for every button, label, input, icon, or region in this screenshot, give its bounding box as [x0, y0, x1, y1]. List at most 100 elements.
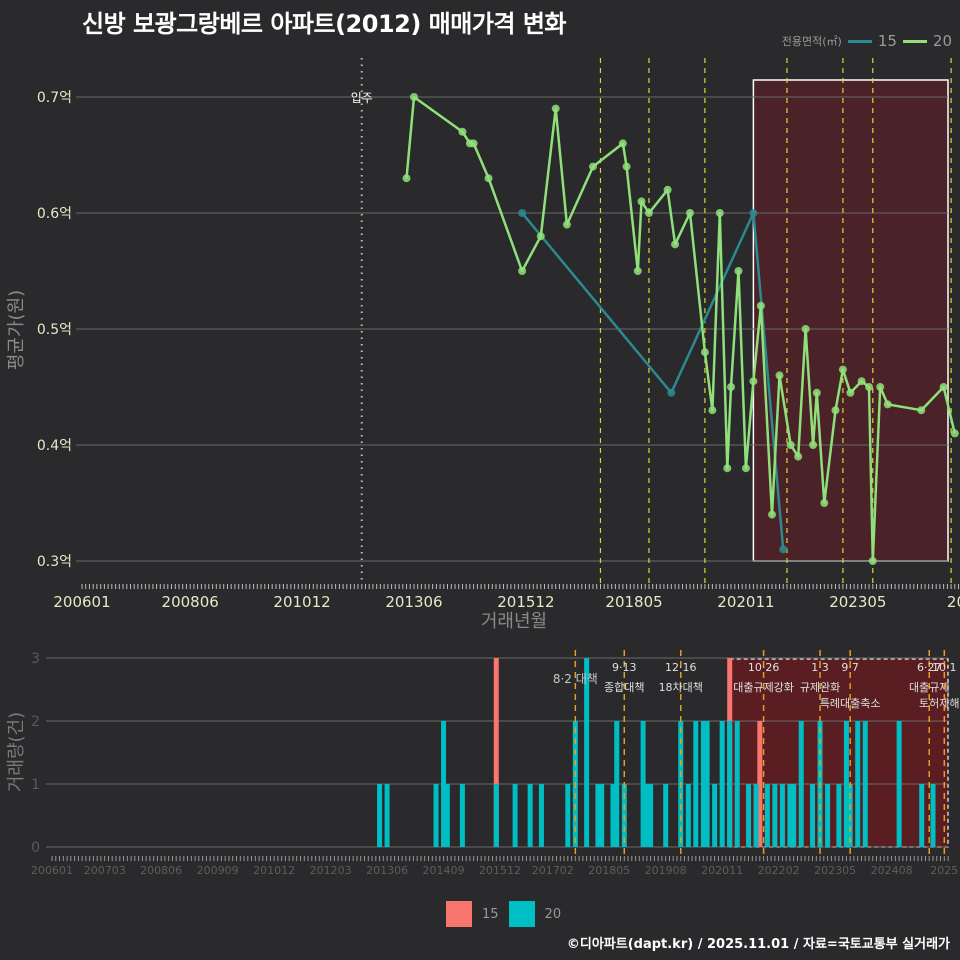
legend-bottom-label-20: 20: [544, 906, 562, 922]
bar-20: [753, 784, 759, 847]
data-point: [741, 464, 750, 473]
policy-date: 1·3: [811, 661, 829, 674]
data-point: [637, 197, 646, 206]
legend-label-20: 20: [932, 32, 952, 50]
policy-name: 규제완화: [800, 681, 840, 694]
bar-x-tick-label: 201512: [479, 864, 521, 877]
data-point: [633, 267, 642, 275]
bar-x-tick-label: 202305: [814, 864, 856, 877]
data-point: [622, 162, 631, 171]
x-tick-label: 200601: [53, 593, 110, 611]
bar-x-tick-label: 200703: [84, 864, 126, 877]
bar-20: [685, 784, 691, 847]
data-point: [749, 377, 758, 386]
bar-20: [764, 784, 770, 847]
bar-x-tick-label: 202011: [701, 864, 743, 877]
bar-20: [377, 784, 383, 847]
data-point: [950, 429, 959, 438]
policy-date: 9·7: [841, 661, 859, 674]
y-tick-label: 0.7억: [37, 90, 72, 106]
data-point: [469, 139, 478, 148]
data-point: [857, 377, 866, 386]
data-point: [734, 267, 743, 275]
bar-20: [896, 721, 902, 847]
y-tick-label: 0.3억: [37, 554, 72, 570]
bar-20: [843, 721, 849, 847]
data-point: [402, 174, 411, 183]
x-axis-title: 거래년월: [481, 611, 547, 632]
data-point: [749, 209, 758, 217]
bar-20: [734, 721, 740, 847]
highlight-region: [752, 79, 949, 562]
data-point: [876, 383, 885, 391]
data-point: [663, 185, 672, 194]
legend-top: 전용면적(㎡) 15 20: [782, 32, 952, 50]
policy-date: 10·1: [932, 661, 957, 674]
bar-20: [584, 658, 590, 847]
series-line-15: [521, 211, 785, 550]
data-point: [409, 93, 418, 101]
data-point: [589, 162, 598, 171]
legend-bottom-label-15: 15: [482, 906, 499, 922]
bar-20: [746, 784, 752, 847]
bar-20: [610, 784, 616, 847]
bar-20: [538, 784, 544, 847]
data-point: [518, 209, 527, 217]
data-point: [809, 441, 818, 449]
data-point: [518, 267, 527, 275]
data-point: [685, 209, 694, 217]
legend-line-15-icon: [847, 39, 872, 43]
y-tick-label: 0.6억: [37, 206, 72, 222]
data-point: [812, 388, 821, 397]
x-tick-label: 201512: [497, 593, 554, 611]
bar-20: [433, 784, 439, 847]
bar-20: [527, 784, 533, 847]
data-point: [715, 209, 724, 217]
data-point: [551, 104, 560, 113]
bar-x-tick-label: 200601: [31, 864, 73, 877]
policy-name: 종합대책: [604, 681, 644, 694]
movein-label: 입주: [351, 91, 373, 105]
bar-20: [700, 721, 706, 847]
bar-x-tick-label: 201012: [253, 864, 295, 877]
bar-20: [919, 784, 925, 847]
data-point: [768, 510, 777, 519]
chart-title: 신방 보광그랑베르 아파트(2012) 매매가격 변화: [82, 10, 567, 38]
policy-date: 12·16: [665, 661, 697, 674]
bar-x-tick-label: 201702: [532, 864, 574, 877]
bar-x-tick-label: 2025: [930, 864, 958, 877]
x-tick-label: 202011: [717, 593, 774, 611]
bar-20: [787, 784, 793, 847]
bar-20: [441, 721, 447, 847]
data-point: [820, 499, 829, 507]
bar-x-tick-label: 202202: [758, 864, 800, 877]
bar-20: [599, 784, 605, 847]
bar-20: [595, 784, 601, 847]
policy-name: 대출규제: [909, 681, 949, 694]
x-tick-label: 201306: [385, 593, 442, 611]
x-tick-label: 202305: [829, 593, 886, 611]
bar-x-tick-label: 200909: [197, 864, 239, 877]
data-point: [700, 348, 709, 357]
bar-20: [855, 721, 861, 847]
data-point: [779, 545, 788, 554]
data-point: [708, 406, 717, 415]
data-point: [846, 388, 855, 397]
x-minor-ticks: [81, 584, 959, 589]
legend-bottom: 15 20: [446, 901, 561, 927]
legend-title: 전용면적(㎡): [781, 35, 842, 48]
data-point: [775, 371, 784, 380]
data-point: [917, 406, 926, 415]
bar-20: [779, 784, 785, 847]
bar-20: [614, 721, 620, 847]
bar-x-tick-label: 201805: [588, 864, 630, 877]
bar-20: [693, 721, 699, 847]
data-point: [644, 209, 653, 217]
data-point: [618, 139, 627, 148]
bar-20: [810, 784, 816, 847]
data-point: [484, 174, 493, 183]
data-point: [458, 127, 467, 136]
data-point: [838, 365, 847, 374]
bar-15: [493, 658, 499, 847]
data-point: [831, 406, 840, 415]
